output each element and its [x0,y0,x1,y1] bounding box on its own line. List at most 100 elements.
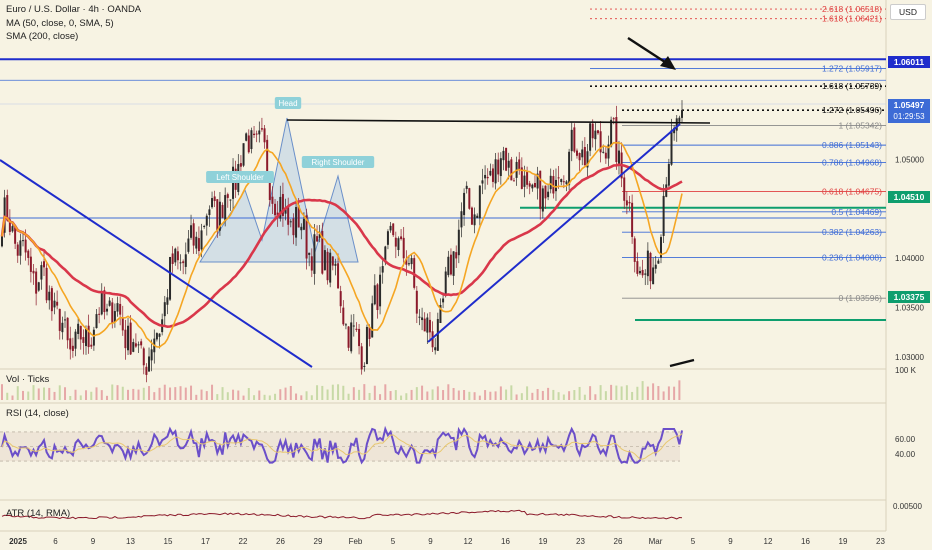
candle-body [573,127,576,152]
candle-body [195,236,198,249]
volume-bar [195,394,198,400]
volume-bar [6,392,9,400]
volume-bar [268,395,271,400]
rsi-legend[interactable]: RSI (14, close) [6,408,69,419]
volume-bar [43,387,46,400]
candle-body [373,285,376,305]
candle-body [552,176,555,194]
sma200-legend[interactable]: SMA (200, close) [6,31,79,42]
volume-bar [625,385,628,400]
volume-bar [510,385,513,400]
volume-bar [295,393,298,400]
volume-bar [667,386,670,400]
candle-body [497,159,500,175]
x-axis-tick: 23 [876,537,885,546]
candle-body [473,214,476,226]
volume-bar [442,390,445,400]
price-axis-tick: 1.03500 [895,304,924,313]
candle-body [489,170,492,176]
candle-body [40,265,43,280]
candle-body [675,118,678,131]
candle-body [87,325,90,348]
candle-body [507,160,510,168]
fib-label: 0.382 (1.04263) [822,227,882,237]
atr-legend[interactable]: ATR (14, RMA) [6,508,71,519]
candle-body [518,159,521,170]
volume-bar [552,389,555,400]
candle-body [549,175,552,190]
volume-bar [389,391,392,400]
volume-bar [400,395,403,400]
volume-bar [531,392,534,400]
candle-body [77,323,80,334]
left-shoulder-label: Left Shoulder [216,173,264,182]
volume-bar [636,386,639,400]
candle-body [100,293,103,315]
candle-body [176,251,179,261]
candle-body [24,239,27,253]
price-tag-level-2: 1.04510 [888,191,930,203]
volume-bar [431,389,434,400]
candle-body [61,322,64,333]
volume-bar [22,390,25,400]
candle-body [667,163,670,186]
candle-body [652,267,655,285]
ma50-line [1,141,683,348]
candle-body [465,185,468,190]
volume-bar [53,391,56,400]
candle-body [263,128,266,143]
volume-bar [620,386,623,400]
candle-body [66,317,69,341]
candle-body [350,322,353,352]
price-tag-level-3: 1.03375 [888,291,930,303]
candle-body [599,131,602,153]
candle-body [103,290,106,313]
volume-bar [274,393,277,400]
ma50-legend[interactable]: MA (50, close, 0, SMA, 5) [6,18,114,29]
candle-body [570,129,573,152]
candle-body [29,256,32,272]
candle-body [35,271,38,294]
fib-label: 0.886 (1.05143) [822,140,882,150]
candle-body [670,130,673,165]
volume-bar [673,386,676,400]
candle-body [22,240,25,242]
volume-bar [11,395,14,400]
volume-bar [48,387,51,400]
candle-body [363,365,366,367]
candle-body [192,223,195,246]
candle-body [1,236,3,247]
volume-bar [568,391,571,400]
volume-bar [310,395,313,400]
fib-label: 0.786 (1.04968) [822,157,882,167]
candle-body [113,311,116,322]
candle-body [119,303,122,315]
candle-body [331,256,334,266]
candle-body [662,195,665,236]
volume-bar [421,385,424,400]
candle-body [457,229,460,256]
candle-body [121,317,124,331]
volume-legend[interactable]: Vol · Ticks [6,374,50,385]
candle-body [329,252,332,283]
volume-bar [200,389,203,400]
currency-button[interactable]: USD [890,4,926,20]
volume-bar [337,384,340,400]
candle-body [174,248,177,263]
candle-body [124,329,127,349]
candle-body [90,344,93,347]
candle-body [536,173,539,189]
volume-bar [604,391,607,400]
volume-bar [247,388,250,400]
candle-body [376,284,379,311]
candle-body [512,180,515,182]
candle-body [575,150,578,156]
candle-body [184,254,187,267]
candle-body [318,233,321,238]
candle-body [486,176,489,179]
x-axis-tick: 16 [801,537,810,546]
candle-body [368,326,371,339]
volume-bar [64,387,67,400]
candle-body [602,151,605,153]
